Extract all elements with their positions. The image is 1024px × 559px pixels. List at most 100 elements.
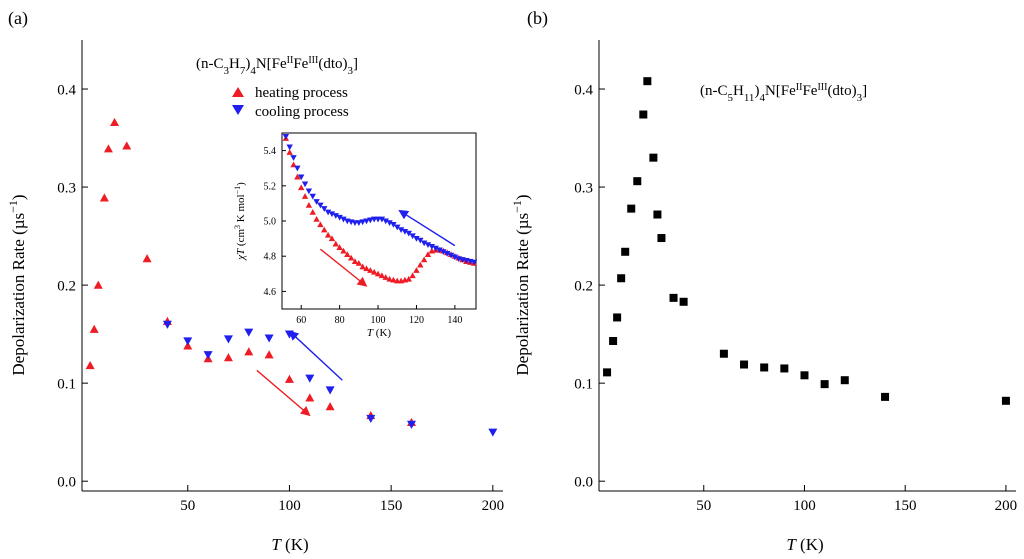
panel-a-point — [85, 361, 95, 370]
inset-point — [355, 260, 363, 266]
panel-a-point — [264, 350, 274, 359]
inset-x-tick-label: 120 — [409, 315, 424, 326]
inset-point — [328, 235, 336, 242]
panel-b-point — [633, 177, 642, 186]
panel-a-x-tick-label: 150 — [380, 498, 403, 514]
panel-b-point — [669, 293, 678, 302]
panel-a-point — [223, 335, 233, 344]
inset-point — [301, 193, 309, 199]
inset-point — [428, 243, 436, 250]
inset-point — [294, 165, 301, 172]
inset-point — [436, 247, 443, 254]
inset-point — [313, 216, 320, 222]
inset-point — [286, 149, 293, 155]
panel-a-point — [406, 420, 416, 429]
inset-point — [305, 201, 313, 208]
panel-a-point — [93, 280, 103, 289]
inset-point — [420, 256, 428, 263]
inset-point — [409, 272, 416, 279]
inset-point — [367, 267, 374, 273]
inset-point — [321, 226, 328, 233]
panel-a-point — [244, 347, 254, 356]
panel-b-point — [760, 363, 769, 372]
panel-b-point — [840, 376, 849, 385]
inset-y-tick-label: 5.4 — [264, 146, 277, 157]
inset-point — [290, 155, 297, 161]
panel-a-arrow — [256, 369, 311, 417]
panel-a-point — [305, 393, 315, 402]
inset-point — [405, 275, 412, 282]
inset-point — [367, 217, 374, 224]
inset-point — [324, 209, 332, 216]
panel-a-label: (a) — [8, 8, 28, 29]
panel-a-y-tick-label: 0.0 — [57, 474, 76, 490]
panel-a-x-tick-label: 50 — [180, 498, 195, 514]
inset-arrow — [398, 209, 456, 247]
inset-xlabel: T (K) — [367, 327, 391, 339]
inset-y-tick-label: 4.8 — [264, 252, 277, 263]
panel-b-point — [800, 371, 809, 380]
inset-x-tick-label: 100 — [371, 315, 386, 326]
inset-point — [424, 242, 432, 248]
panel-a-axes: 0.0 0.1 0.2 0.3 0.4 50 100 150 200 — [57, 40, 504, 514]
inset-point — [397, 227, 405, 233]
panel-b-xlabel: T (K) — [786, 535, 823, 554]
panel-a-point — [366, 414, 376, 423]
panel-a: (a) (n-C3H7)4N[FeIIFeIII(dto)3] heating … — [6, 8, 504, 554]
panel-a-point — [142, 254, 152, 263]
panel-b-point — [627, 204, 636, 213]
inset-point — [386, 275, 393, 282]
panel-a-point — [183, 337, 193, 346]
panel-b-point — [653, 210, 662, 219]
inset-point — [321, 206, 328, 212]
panel-a-point — [264, 334, 274, 343]
inset-point — [405, 230, 412, 237]
panel-a-arrow — [288, 330, 343, 381]
inset-point — [420, 240, 428, 247]
inset-points — [282, 133, 478, 284]
inset-point — [417, 261, 424, 268]
panel-b-y-tick-label: 0.2 — [574, 278, 593, 294]
panel-a-x-tick-label: 100 — [278, 498, 301, 514]
inset-point — [298, 174, 305, 181]
inset-point — [332, 240, 339, 247]
panel-a-title: (n-C3H7)4N[FeIIFeIII(dto)3] — [196, 55, 358, 78]
panel-b-point — [657, 234, 666, 243]
panel-b-point — [740, 360, 749, 369]
panel-b-point — [719, 349, 728, 358]
inset-point — [382, 274, 389, 280]
inset-point — [386, 220, 393, 226]
panel-b-ylabel: Depolarization Rate (µs−1) — [510, 194, 532, 375]
panel-b-y-tick-label: 0.1 — [574, 376, 593, 392]
inset-point — [340, 216, 347, 223]
inset-point — [301, 181, 309, 188]
inset-point — [390, 221, 397, 228]
panel-a-point — [99, 193, 109, 202]
inset-point — [305, 188, 313, 195]
inset-point — [424, 251, 432, 257]
panel-b-point — [617, 274, 626, 283]
panel-b-x-tick-label: 50 — [696, 498, 711, 514]
inset-point — [317, 221, 324, 228]
inset-point — [347, 254, 355, 261]
inset-ylabel: χT (cm3 K mol−1) — [233, 182, 248, 261]
panel-b: (b) (n-C5H11)4N[FeIIFeIII(dto)3] Depolar… — [510, 8, 1017, 554]
panel-b-point — [780, 364, 789, 373]
inset-point — [378, 216, 386, 223]
inset-point — [470, 259, 478, 266]
panel-a-y-tick-label: 0.2 — [57, 278, 76, 294]
panel-b-point — [603, 368, 612, 377]
inset-point — [328, 211, 336, 218]
inset-point — [309, 209, 316, 215]
panel-a-point — [110, 117, 120, 126]
inset-point — [359, 263, 366, 270]
inset-point — [382, 218, 389, 225]
inset-point — [336, 214, 343, 221]
inset-point — [443, 251, 451, 257]
panel-a-y-tick-label: 0.4 — [57, 82, 76, 98]
panel-a-legend: heating process cooling process — [232, 85, 349, 120]
inset-point — [363, 218, 370, 225]
inset-x-tick-label: 60 — [296, 315, 306, 326]
panel-b-point — [643, 77, 652, 86]
inset-point — [451, 254, 459, 261]
